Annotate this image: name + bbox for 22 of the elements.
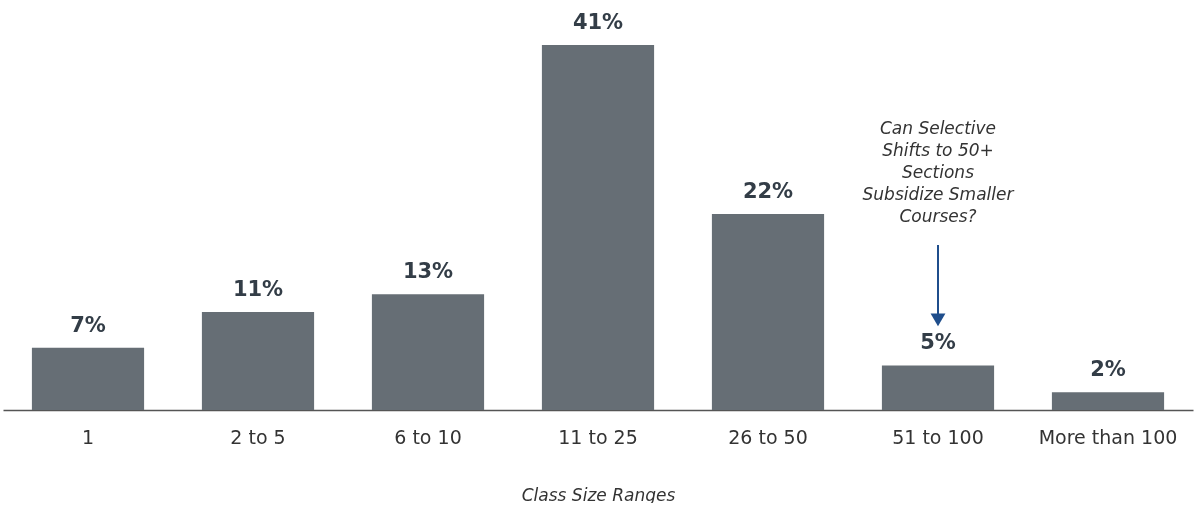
data-label: 11% (232, 277, 284, 302)
bar (711, 214, 825, 410)
data-label: 7% (70, 312, 106, 337)
data-label: 5% (920, 330, 956, 355)
bar (1051, 392, 1165, 410)
bar (371, 294, 485, 410)
bar (31, 347, 145, 410)
annotation: Can Selective Shifts to 50+ Sections Subsidize Smaller Courses? (862, 117, 1015, 226)
data-label: 13% (402, 259, 454, 284)
x-tick-label: More than 100 (1038, 425, 1178, 448)
data-label: 41% (572, 9, 624, 34)
bar (201, 312, 315, 410)
bar (541, 44, 655, 410)
data-label: 2% (1090, 357, 1126, 382)
x-tick-label: 2 to 5 (230, 425, 286, 448)
x-tick-label: 51 to 100 (892, 425, 984, 448)
x-tick-label: 26 to 50 (728, 425, 808, 448)
x-tick-label: 11 to 25 (558, 425, 638, 448)
bar (881, 365, 995, 410)
data-label: 22% (742, 179, 794, 204)
x-tick-label: 6 to 10 (394, 425, 462, 448)
x-tick-label: 1 (81, 425, 95, 448)
